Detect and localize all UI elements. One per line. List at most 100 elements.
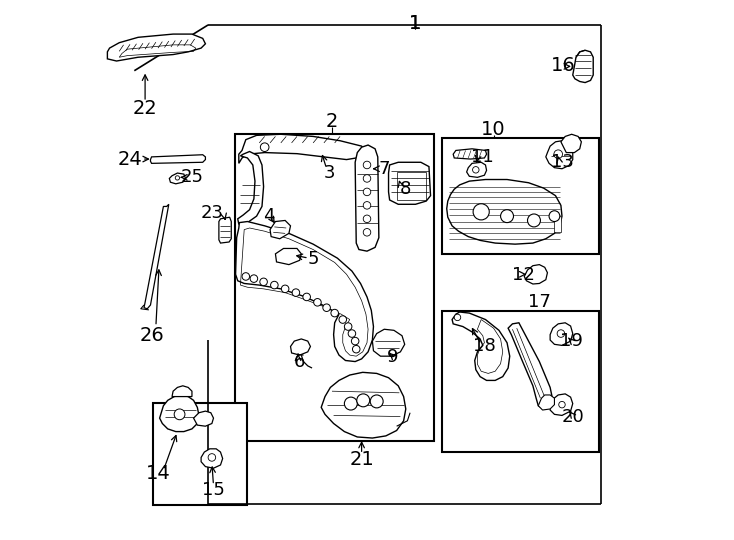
Circle shape [557,330,564,338]
Text: 6: 6 [294,353,305,370]
Text: 23: 23 [200,205,223,222]
Circle shape [501,210,514,222]
Text: 14: 14 [145,464,170,483]
Text: 2: 2 [326,112,338,131]
Polygon shape [321,373,406,438]
Polygon shape [550,394,573,415]
Polygon shape [573,50,593,83]
Circle shape [261,143,269,152]
Circle shape [528,214,540,227]
Circle shape [370,395,383,408]
Circle shape [331,309,338,317]
Bar [153,403,247,505]
Text: 25: 25 [181,168,203,186]
Polygon shape [508,323,553,409]
Text: 18: 18 [473,338,495,355]
Polygon shape [372,329,404,356]
Circle shape [260,278,267,286]
Polygon shape [453,149,487,159]
Text: 17: 17 [528,293,550,312]
Circle shape [363,161,371,168]
Text: 11: 11 [471,148,494,166]
Polygon shape [546,141,573,168]
Circle shape [473,204,490,220]
Circle shape [339,316,346,323]
Polygon shape [550,323,573,346]
Polygon shape [467,163,487,177]
Polygon shape [150,155,206,164]
Polygon shape [561,134,581,153]
Circle shape [174,409,185,420]
Text: 7: 7 [379,160,390,178]
Circle shape [363,188,371,195]
Bar [443,311,599,452]
Circle shape [271,281,278,289]
Text: 8: 8 [400,180,412,198]
Text: 12: 12 [512,266,534,285]
Circle shape [352,338,359,345]
Bar [235,134,435,441]
Circle shape [357,394,370,407]
Circle shape [303,293,310,301]
Circle shape [323,304,330,312]
Text: 21: 21 [349,450,374,469]
Polygon shape [194,411,214,426]
Circle shape [363,215,371,222]
Text: 19: 19 [560,332,583,350]
Text: 10: 10 [482,120,506,139]
Polygon shape [452,312,509,380]
Circle shape [313,299,321,306]
Circle shape [208,454,216,461]
Text: 5: 5 [308,250,319,268]
Circle shape [344,323,352,330]
Polygon shape [236,221,374,362]
Text: 20: 20 [562,408,584,426]
Polygon shape [554,216,561,232]
Text: 1: 1 [410,14,421,33]
Polygon shape [239,134,366,164]
Polygon shape [538,395,554,410]
Circle shape [559,401,565,408]
Circle shape [473,166,479,173]
Polygon shape [524,265,548,284]
Polygon shape [201,449,222,468]
Polygon shape [238,152,264,224]
Circle shape [281,285,289,293]
Polygon shape [107,34,206,61]
Circle shape [292,289,299,296]
Text: 16: 16 [551,56,576,75]
Circle shape [175,176,180,180]
Polygon shape [170,173,186,184]
Circle shape [352,346,360,353]
Polygon shape [291,339,310,355]
Circle shape [549,211,560,221]
Text: 26: 26 [139,326,164,345]
Text: 1: 1 [410,14,421,33]
Circle shape [363,174,371,182]
Text: 9: 9 [387,348,399,366]
Text: 22: 22 [133,99,158,118]
Polygon shape [159,395,199,431]
Polygon shape [275,248,301,265]
Text: 4: 4 [264,207,275,225]
Polygon shape [219,217,231,243]
Circle shape [554,150,562,159]
Polygon shape [270,220,291,239]
Text: 24: 24 [117,150,142,168]
Polygon shape [388,163,431,204]
Circle shape [250,275,258,282]
Polygon shape [355,145,379,251]
Text: 15: 15 [202,481,225,499]
Circle shape [348,330,356,338]
Text: 3: 3 [324,164,335,182]
Circle shape [344,397,357,410]
Polygon shape [144,204,169,309]
Polygon shape [172,386,192,396]
Circle shape [363,228,371,236]
Polygon shape [447,179,562,244]
Circle shape [454,314,461,321]
Circle shape [242,273,250,280]
Bar [443,138,599,254]
Circle shape [363,201,371,209]
Text: 13: 13 [550,153,573,171]
